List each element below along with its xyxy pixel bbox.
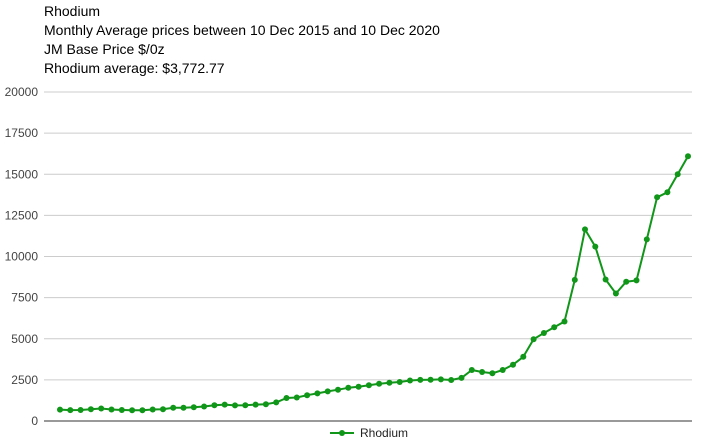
data-point[interactable] — [262, 401, 269, 408]
data-point[interactable] — [602, 276, 609, 283]
data-point[interactable] — [304, 392, 311, 399]
data-point[interactable] — [232, 402, 238, 409]
average-price-label: Rhodium average: $3,772.77 — [44, 60, 225, 76]
y-tick-label: 10000 — [5, 250, 39, 264]
data-point[interactable] — [149, 406, 156, 413]
y-tick-label: 15000 — [5, 167, 39, 181]
y-tick-label: 2500 — [11, 373, 38, 387]
data-point[interactable] — [180, 404, 187, 411]
data-point[interactable] — [170, 404, 177, 411]
data-point[interactable] — [437, 376, 444, 383]
data-point[interactable] — [283, 395, 290, 401]
data-point[interactable] — [427, 376, 434, 383]
y-tick-label: 12500 — [5, 208, 39, 222]
data-point[interactable] — [396, 379, 403, 385]
data-point[interactable] — [643, 236, 650, 243]
data-point[interactable] — [623, 278, 630, 285]
data-point[interactable] — [448, 377, 455, 383]
data-point[interactable] — [468, 367, 475, 373]
data-point[interactable] — [67, 407, 74, 414]
data-point[interactable] — [417, 376, 424, 383]
data-point[interactable] — [479, 369, 486, 375]
chart-titles: Rhodium Monthly Average prices between 1… — [44, 2, 440, 78]
data-point[interactable] — [407, 377, 413, 384]
data-point[interactable] — [540, 330, 547, 336]
data-point[interactable] — [664, 189, 671, 196]
legend-label: Rhodium — [360, 426, 408, 440]
y-tick-label: 20000 — [5, 85, 39, 99]
data-point[interactable] — [685, 153, 691, 160]
data-point[interactable] — [314, 390, 321, 397]
data-point[interactable] — [221, 401, 228, 408]
data-point[interactable] — [190, 404, 197, 411]
data-point[interactable] — [57, 406, 63, 413]
data-point[interactable] — [592, 243, 599, 250]
data-point[interactable] — [561, 318, 568, 325]
data-point[interactable] — [489, 370, 496, 377]
data-point[interactable] — [458, 374, 465, 381]
chart-subtitle: Monthly Average prices between 10 Dec 20… — [44, 22, 440, 38]
y-tick-label: 0 — [31, 414, 38, 428]
data-point[interactable] — [376, 380, 383, 387]
data-point[interactable] — [108, 406, 115, 413]
data-point[interactable] — [386, 379, 393, 386]
data-point[interactable] — [98, 405, 105, 412]
y-tick-label: 7500 — [11, 291, 38, 305]
data-point[interactable] — [674, 171, 681, 178]
legend[interactable]: Rhodium — [330, 426, 408, 440]
chart-title: Rhodium — [44, 3, 101, 19]
data-point[interactable] — [633, 277, 640, 284]
y-tick-label: 5000 — [11, 332, 38, 346]
data-point[interactable] — [551, 324, 558, 331]
data-point[interactable] — [365, 382, 372, 389]
data-point[interactable] — [654, 194, 661, 201]
y-tick-label: 17500 — [5, 126, 39, 140]
y-axis-ticks: 0 2500 5000 7500 10000 12500 15000 17500 20000 — [5, 85, 39, 428]
data-point[interactable] — [242, 402, 249, 409]
data-point[interactable] — [510, 361, 516, 368]
price-unit-label: JM Base Price $/0z — [44, 41, 165, 57]
data-point[interactable] — [201, 403, 208, 410]
data-point[interactable] — [520, 353, 527, 360]
data-point[interactable] — [87, 406, 94, 413]
data-point[interactable] — [211, 402, 218, 409]
data-point[interactable] — [612, 290, 619, 297]
data-point[interactable] — [335, 386, 341, 393]
data-point[interactable] — [160, 406, 166, 413]
data-point[interactable] — [273, 399, 280, 406]
data-point[interactable] — [582, 226, 588, 233]
data-point[interactable] — [129, 407, 136, 414]
data-point[interactable] — [118, 407, 125, 413]
data-point[interactable] — [252, 401, 259, 408]
data-point[interactable] — [293, 394, 300, 401]
series-layer — [57, 153, 691, 414]
series-line — [59, 155, 689, 412]
data-point[interactable] — [530, 336, 537, 343]
data-point[interactable] — [139, 407, 146, 414]
legend-swatch-marker — [339, 430, 345, 436]
data-point[interactable] — [77, 407, 84, 413]
data-point[interactable] — [355, 383, 362, 390]
data-point[interactable] — [324, 388, 331, 395]
data-point[interactable] — [499, 367, 506, 373]
gridlines — [44, 91, 692, 422]
data-point[interactable] — [571, 276, 578, 283]
data-point[interactable] — [345, 384, 352, 391]
